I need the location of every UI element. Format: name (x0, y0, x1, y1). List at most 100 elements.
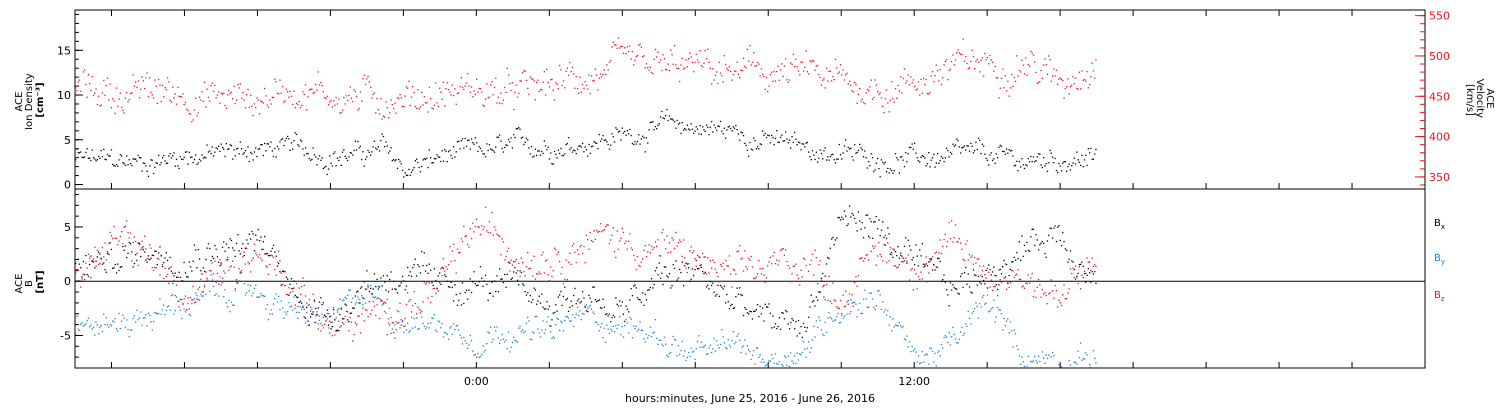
by-point (227, 306, 229, 308)
bx-point (192, 260, 194, 262)
bz-point (647, 251, 649, 253)
velocity-point (436, 102, 438, 104)
density-point (447, 151, 450, 153)
density-point (1058, 162, 1060, 165)
velocity-point (739, 77, 741, 79)
velocity-point (583, 87, 585, 89)
bx-point (782, 312, 784, 314)
density-point (874, 169, 876, 171)
velocity-point (949, 68, 952, 70)
bz-point (1039, 284, 1041, 286)
velocity-point (295, 102, 298, 105)
density-point (768, 135, 770, 137)
velocity-point (1045, 63, 1047, 66)
density-point (735, 124, 737, 127)
density-point (997, 157, 999, 159)
bz-point (367, 315, 369, 318)
density-point (310, 159, 312, 161)
density-point (636, 140, 639, 143)
bx-point (419, 272, 422, 274)
density-point (385, 141, 387, 143)
velocity-point (441, 98, 443, 100)
bx-point (726, 293, 728, 296)
bz-point (945, 245, 948, 248)
velocity-point (663, 58, 665, 60)
velocity-point (349, 86, 351, 88)
velocity-point (463, 88, 465, 91)
velocity-point (694, 61, 696, 64)
density-point (588, 143, 590, 146)
velocity-point (539, 89, 542, 91)
velocity-point (144, 88, 146, 90)
by-point (453, 323, 455, 325)
bz-point (679, 239, 681, 241)
density-point (538, 150, 540, 152)
bz-point (1025, 282, 1027, 284)
velocity-point (906, 80, 908, 82)
density-point (824, 147, 826, 149)
density-point (335, 165, 337, 167)
velocity-point (1071, 84, 1073, 86)
density-point (232, 158, 234, 160)
by-point (395, 321, 397, 323)
bx-point (324, 314, 326, 317)
by-point (229, 311, 231, 313)
density-point (551, 163, 553, 165)
by-point (722, 336, 724, 338)
density-point (823, 150, 825, 152)
density-point (1074, 163, 1077, 165)
velocity-point (865, 92, 867, 94)
bx-point (294, 294, 296, 296)
bz-point (997, 295, 999, 297)
density-point (233, 149, 235, 151)
velocity-point (601, 75, 603, 78)
velocity-point (810, 61, 812, 63)
by-point (979, 303, 981, 305)
velocity-point (373, 92, 376, 94)
bx-point (423, 252, 425, 254)
by-point (552, 336, 554, 338)
density-point (930, 159, 932, 161)
bz-point (316, 314, 318, 316)
by-point (251, 295, 253, 297)
bx-point (522, 283, 524, 285)
velocity-point (954, 59, 957, 61)
bz-point (648, 244, 650, 246)
density-point (302, 148, 304, 150)
bz-point (207, 280, 210, 282)
velocity-point (391, 104, 393, 106)
density-point (961, 147, 963, 149)
bz-point (1000, 281, 1003, 284)
velocity-point (221, 93, 224, 95)
bx-point (504, 273, 506, 276)
bx-point (1021, 235, 1023, 237)
bx-point (628, 311, 630, 313)
velocity-point (691, 61, 694, 63)
by-point (339, 298, 341, 300)
bx-point (123, 249, 125, 251)
by-point (89, 326, 91, 328)
bx-point (1018, 241, 1020, 243)
velocity-point (124, 97, 127, 99)
by-point (196, 298, 198, 300)
bz-point (944, 233, 946, 235)
density-point (836, 158, 838, 160)
velocity-point (363, 74, 365, 76)
bx-point (1071, 260, 1073, 262)
bx-point (933, 263, 935, 266)
bx-point (772, 315, 774, 317)
velocity-point (168, 81, 170, 83)
bx-point (1007, 282, 1009, 284)
velocity-point (673, 45, 676, 47)
by-point (75, 333, 77, 335)
density-point (113, 164, 115, 167)
bz-point (560, 273, 562, 275)
by-point (570, 320, 572, 322)
bx-point (900, 252, 902, 254)
bx-point (967, 273, 969, 275)
density-point (718, 125, 720, 128)
bz-point (297, 305, 299, 308)
density-point (341, 151, 344, 153)
bz-point (81, 278, 83, 280)
velocity-point (968, 67, 971, 69)
